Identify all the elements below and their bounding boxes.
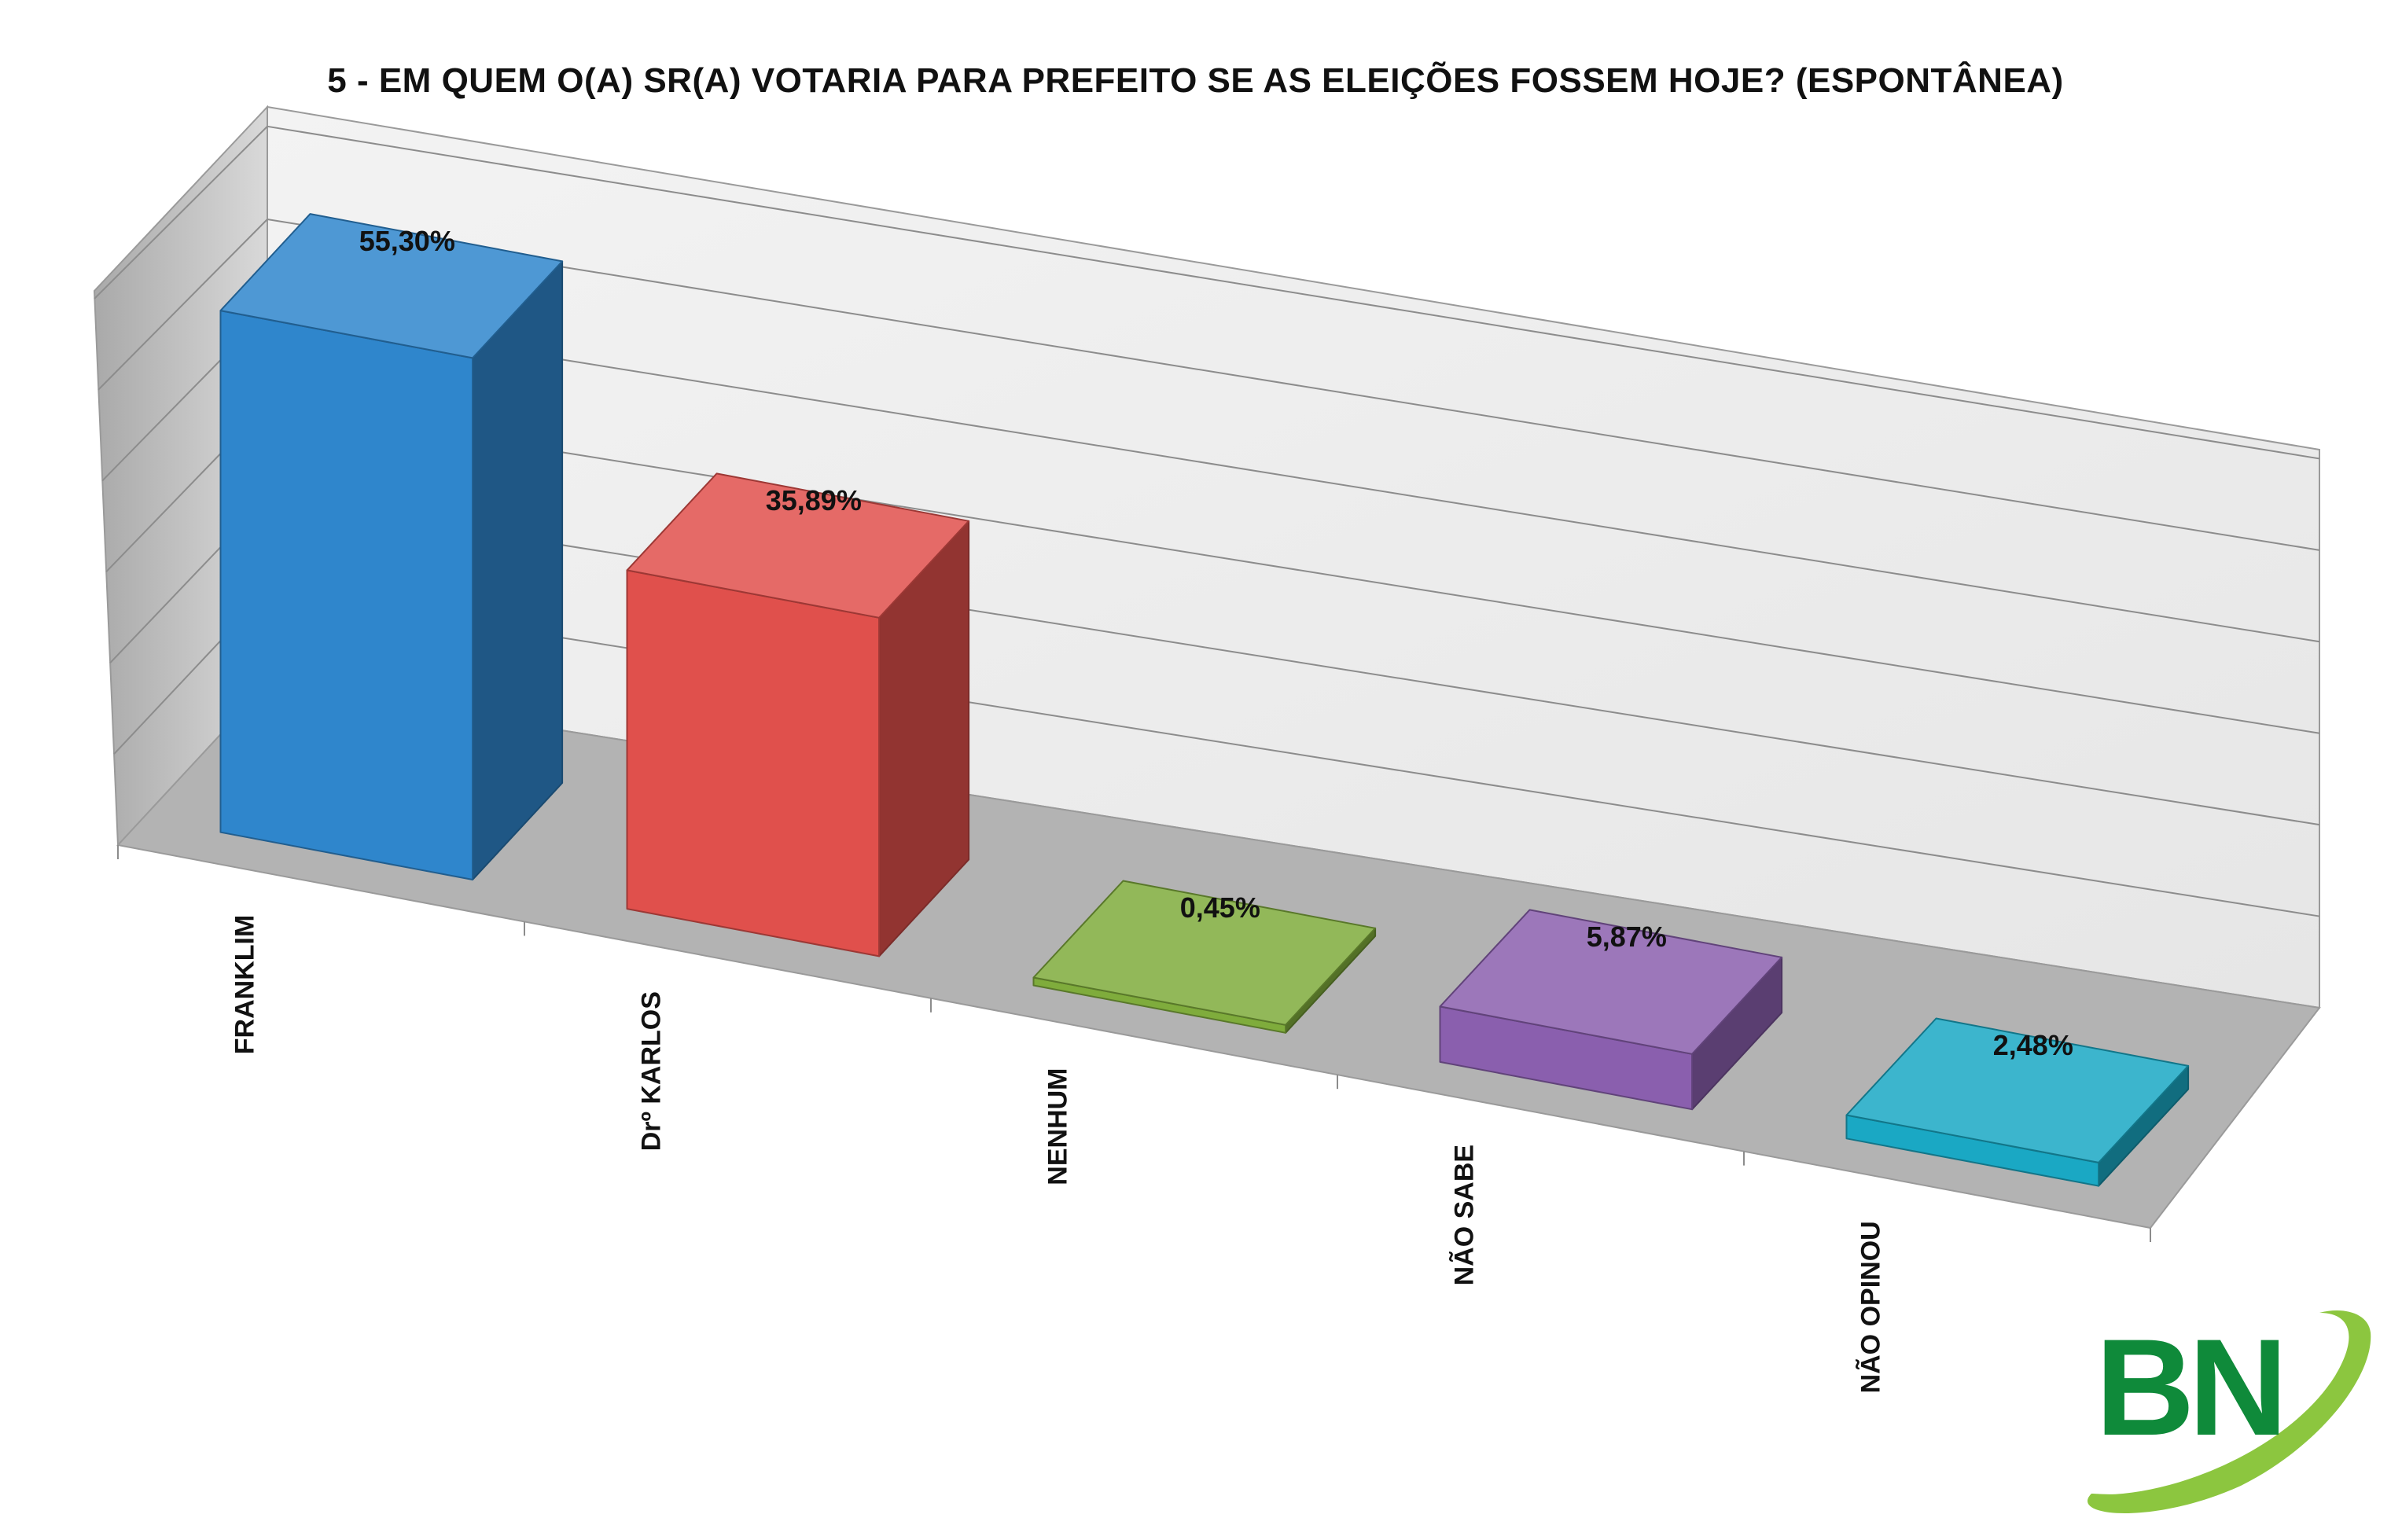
bar-top [219, 213, 564, 359]
gridline-back [267, 590, 2320, 917]
bn-logo-icon: BN [2087, 1310, 2371, 1513]
bar-top [1845, 1017, 2190, 1163]
bar-top [1439, 909, 1783, 1055]
bar-top [626, 472, 970, 619]
gridline-back [267, 404, 2320, 734]
category-labels: 55,30% FRANKLIM 35,89% Drº KARLOS 0,45% NENHU… [117, 225, 2151, 1393]
category-label: NÃO OPINOU [1856, 1221, 1885, 1393]
gridline-back [267, 219, 2320, 551]
data-label: 35,89% [766, 484, 862, 516]
bar [1032, 880, 1377, 1034]
data-label: 2,48% [1993, 1029, 2073, 1061]
bar [1439, 909, 1783, 1111]
chart-title: 5 - EM QUEM O(A) SR(A) VOTARIA PARA PREF… [327, 61, 2064, 100]
bar-front [626, 569, 881, 957]
bar [1845, 1017, 2190, 1187]
logo-swoosh [2087, 1310, 2371, 1513]
data-label: 5,87% [1587, 921, 1667, 953]
logo-text: BN [2095, 1311, 2282, 1465]
category-label: NENHUM [1043, 1068, 1072, 1185]
bars [219, 213, 2190, 1187]
category-label: FRANKLIM [230, 915, 259, 1055]
gridline-side [94, 126, 268, 300]
data-label: 55,30% [359, 225, 455, 257]
data-label: 0,45% [1180, 891, 1260, 924]
gridline-back [267, 311, 2320, 643]
bar-front [219, 310, 474, 880]
gridline-back [267, 125, 2320, 460]
category-label: Drº KARLOS [636, 991, 666, 1151]
gridline-back [267, 497, 2320, 826]
bar [219, 213, 564, 880]
category-label: NÃO SABE [1449, 1145, 1479, 1285]
bar [626, 472, 970, 957]
gridline-side [97, 219, 268, 391]
bar-top [1032, 880, 1377, 1026]
bar-side [472, 260, 564, 880]
